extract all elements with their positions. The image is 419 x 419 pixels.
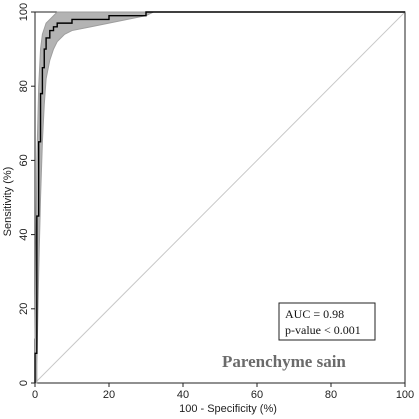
x-tick-label: 60 [251, 389, 263, 401]
reference-diagonal-line [34, 11, 406, 384]
x-tick-label: 80 [325, 389, 337, 401]
auc-text: AUC = 0.98 [285, 307, 344, 321]
x-tick-label: 0 [32, 389, 38, 401]
y-tick-label: 0 [18, 380, 30, 386]
roc-curve-line [34, 11, 405, 383]
chart-title: Parenchyme sain [222, 352, 346, 371]
y-axis-label: Sensitivity (%) [2, 167, 14, 237]
ci-upper-line [34, 11, 405, 339]
ci-lower-line [35, 11, 405, 384]
x-tick-label: 20 [103, 389, 115, 401]
x-axis-ticks: 0 20 40 60 80 100 [32, 383, 414, 401]
x-axis-label: 100 - Specificity (%) [179, 403, 277, 415]
y-tick-label: 80 [18, 80, 30, 92]
y-tick-label: 100 [18, 3, 30, 21]
y-axis-ticks: 0 20 40 60 80 100 [18, 3, 35, 386]
auc-stat-box [278, 302, 376, 341]
y-tick-label: 40 [18, 228, 30, 240]
x-tick-label: 100 [396, 389, 414, 401]
x-tick-label: 40 [177, 389, 189, 401]
series-layer [34, 11, 406, 384]
y-tick-label: 60 [18, 154, 30, 166]
y-tick-label: 20 [18, 303, 30, 315]
p-value-text: p-value < 0.001 [285, 323, 361, 337]
